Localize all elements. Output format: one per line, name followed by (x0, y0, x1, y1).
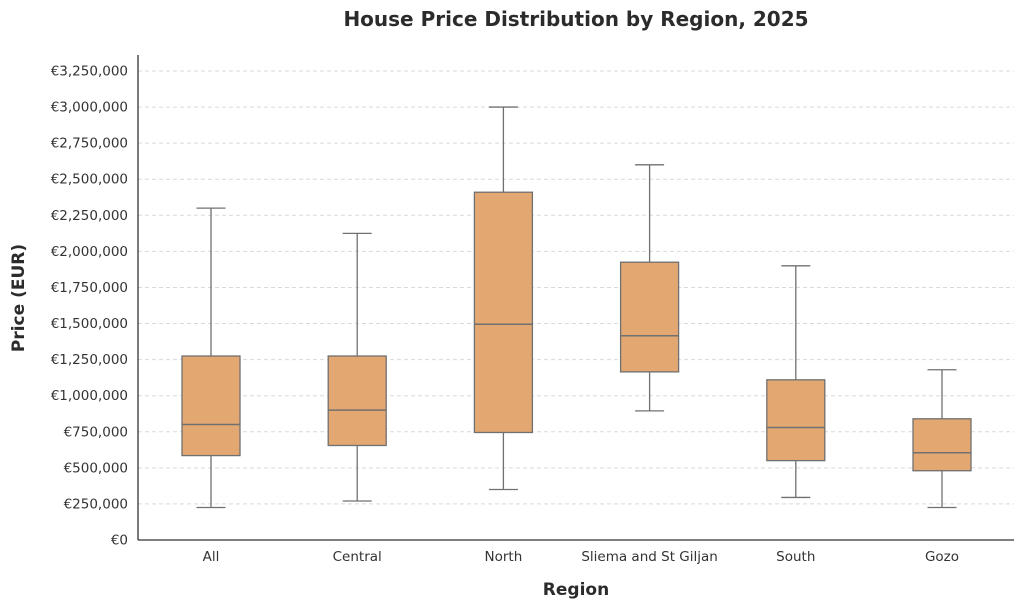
iqr-box (181, 355, 241, 457)
y-tick-label: €2,000,000 (51, 244, 128, 260)
iqr-box (912, 418, 972, 472)
y-tick-label: €500,000 (64, 460, 128, 476)
chart-title: House Price Distribution by Region, 2025 (343, 7, 808, 31)
y-tick-label: €3,250,000 (51, 64, 128, 80)
y-tick-label: €2,250,000 (51, 208, 128, 224)
box-group (473, 106, 534, 491)
y-axis-label: Price (EUR) (9, 244, 29, 352)
box-group (766, 265, 826, 499)
iqr-box (473, 191, 534, 434)
y-tick-label: €1,500,000 (51, 316, 128, 332)
boxes (181, 106, 972, 509)
box-group (327, 232, 387, 502)
x-tick-label: North (485, 549, 523, 565)
x-axis-ticks: All Central North Sliema and St Giljan South… (203, 549, 959, 565)
x-tick-label: All (203, 549, 220, 565)
iqr-box (327, 355, 387, 447)
y-tick-label: €0 (111, 533, 128, 549)
y-tick-label: €750,000 (64, 424, 128, 440)
box-group (619, 164, 680, 412)
y-tick-label: €1,250,000 (51, 352, 128, 368)
y-axis-ticks: €0 €250,000 €500,000 €750,000 €1,000,000 €1,2… (51, 64, 128, 549)
gridlines (138, 70, 1014, 505)
y-tick-label: €1,750,000 (51, 280, 128, 296)
y-tick-label: €2,500,000 (51, 172, 128, 188)
x-tick-label: South (776, 549, 815, 565)
box-group (181, 207, 241, 509)
y-tick-label: €2,750,000 (51, 136, 128, 152)
x-tick-label: Sliema and St Giljan (581, 549, 717, 565)
iqr-box (766, 379, 826, 462)
box-group (912, 369, 972, 509)
y-tick-label: €250,000 (64, 496, 128, 512)
x-axis-label: Region (543, 580, 609, 600)
x-tick-label: Gozo (925, 549, 959, 565)
y-tick-label: €1,000,000 (51, 388, 128, 404)
x-tick-label: Central (333, 549, 382, 565)
iqr-box (619, 261, 680, 373)
y-tick-label: €3,000,000 (51, 100, 128, 116)
